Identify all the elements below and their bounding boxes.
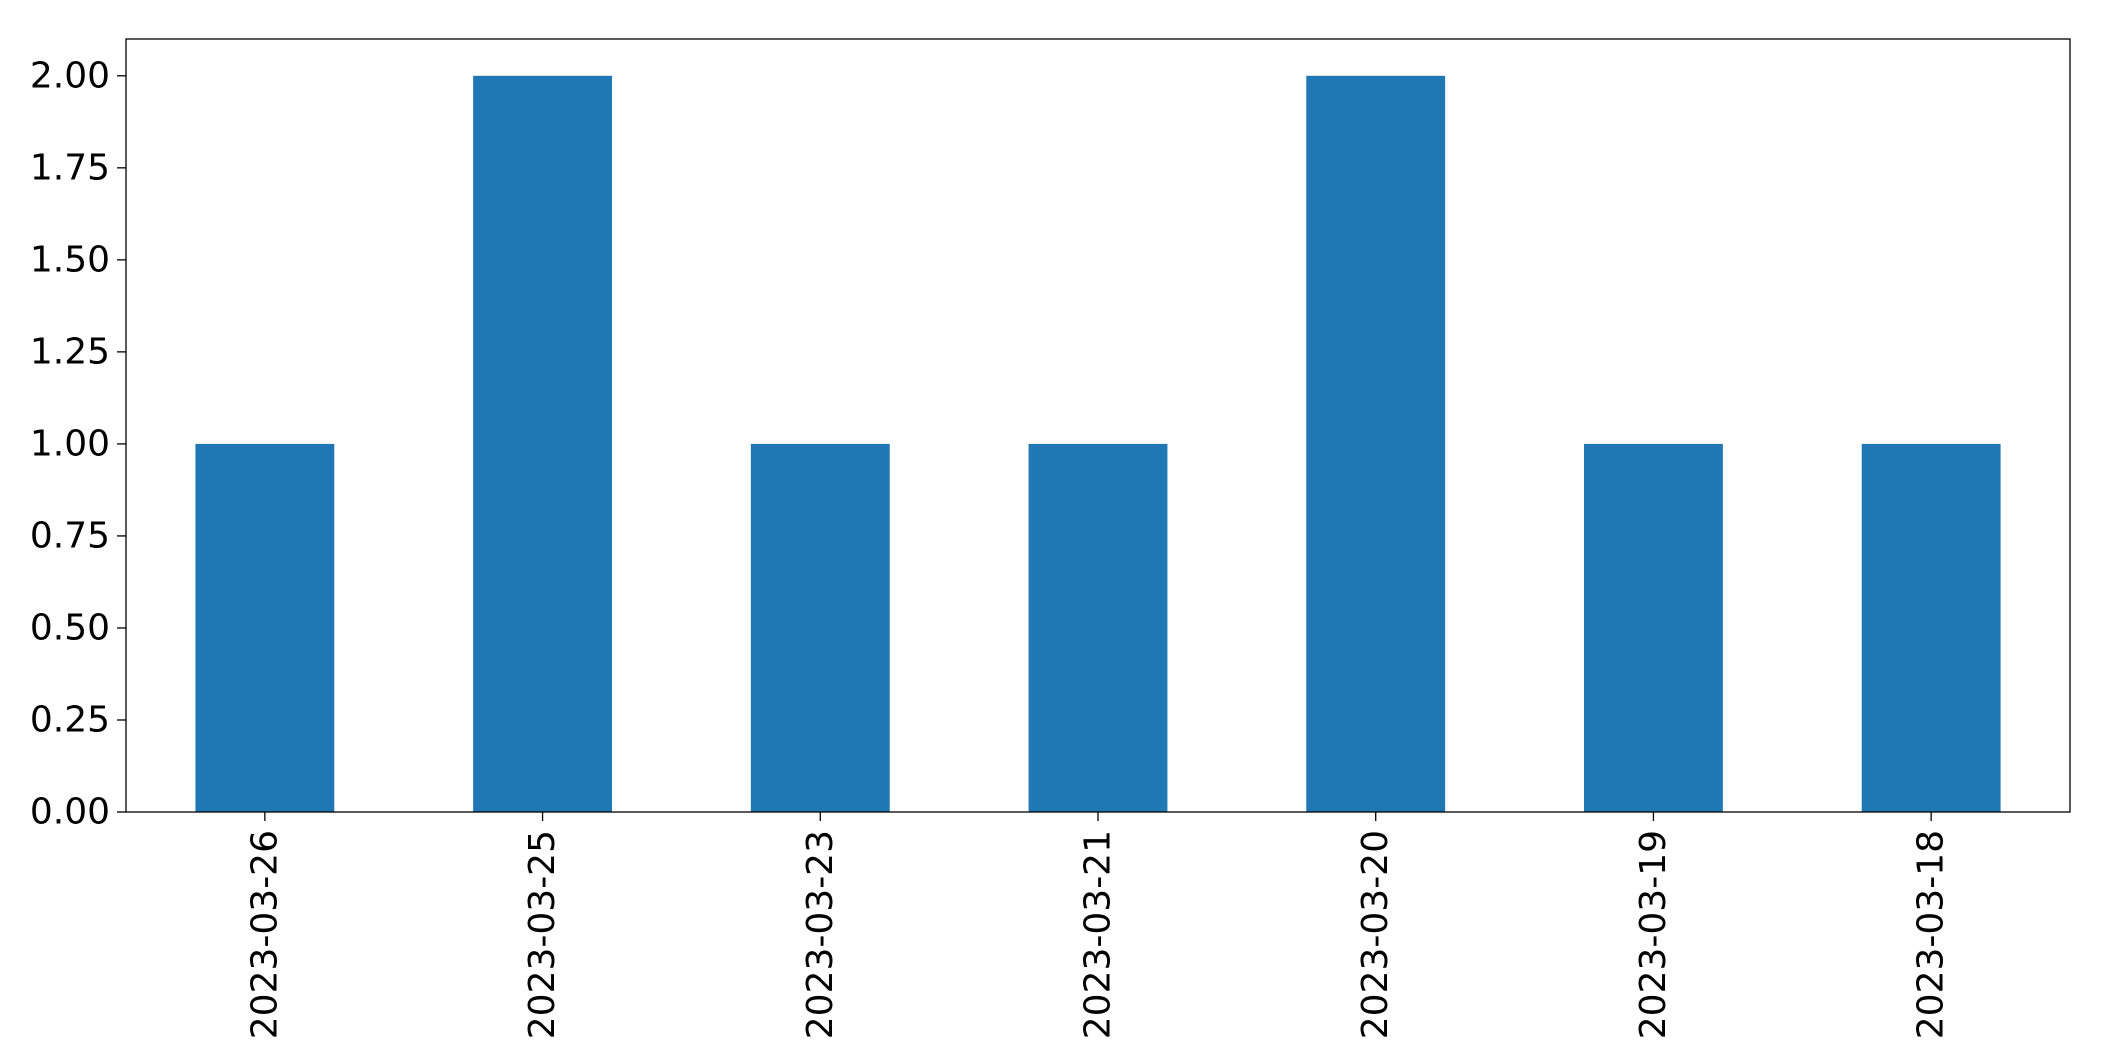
x-axis: 2023-03-26 2023-03-25 2023-03-23 2023-03-21…: [244, 812, 1952, 1039]
bar-2023-03-20: [1306, 75, 1446, 813]
bar-2023-03-21: [1028, 443, 1168, 812]
x-tick-label: 2023-03-23: [800, 830, 841, 1039]
x-tick-label: 2023-03-26: [244, 830, 285, 1039]
y-axis: 0.00 0.25 0.50 0.75 1.00 1.25 1.50 1.75 2.00: [30, 55, 126, 833]
x-tick-label: 2023-03-20: [1355, 830, 1396, 1039]
bars-layer: [195, 75, 2001, 813]
y-tick-label: 1.50: [30, 239, 110, 280]
y-tick-label: 2.00: [30, 55, 110, 96]
y-tick-label: 0.25: [30, 699, 110, 740]
y-tick-label: 1.75: [30, 147, 110, 188]
bar-2023-03-18: [1861, 443, 2001, 812]
bar-2023-03-25: [473, 75, 612, 813]
x-tick-label: 2023-03-25: [522, 830, 563, 1039]
y-tick-label: 0.75: [30, 515, 110, 556]
x-tick-label: 2023-03-19: [1633, 830, 1674, 1039]
bar-2023-03-19: [1584, 443, 1723, 812]
y-tick-label: 1.25: [30, 331, 110, 372]
y-tick-label: 0.00: [30, 792, 110, 833]
bar-2023-03-23: [750, 443, 890, 812]
x-tick-label: 2023-03-21: [1078, 830, 1119, 1039]
y-tick-label: 0.50: [30, 607, 110, 648]
x-tick-label: 2023-03-18: [1911, 830, 1952, 1039]
bar-2023-03-26: [195, 443, 335, 812]
y-tick-label: 1.00: [30, 423, 110, 464]
